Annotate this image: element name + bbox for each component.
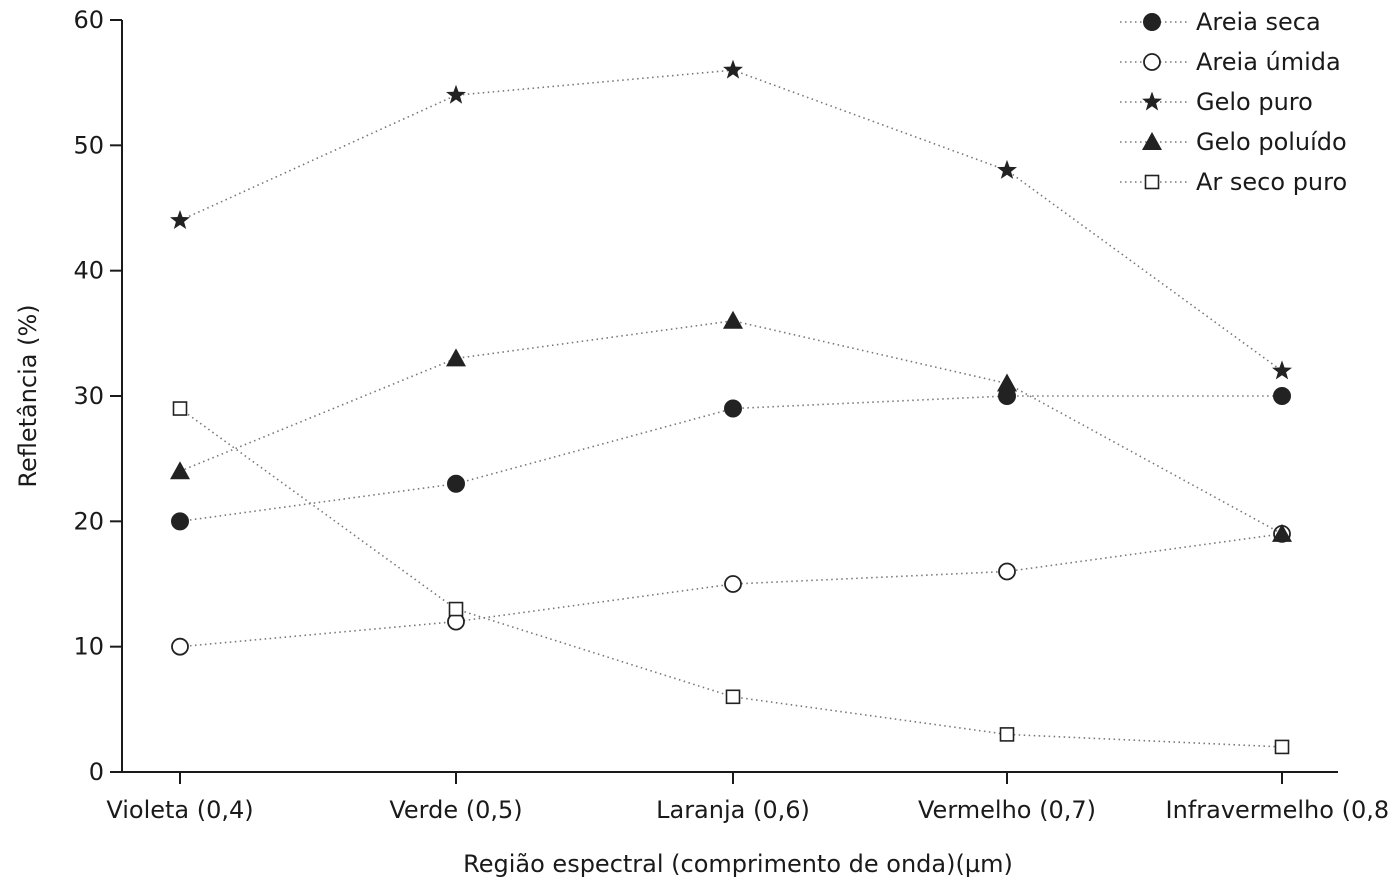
x-tick-label: Infravermelho (0,8) [1166, 796, 1390, 824]
legend-item: Ar seco puro [1120, 168, 1347, 196]
x-tick-label: Vermelho (0,7) [918, 796, 1096, 824]
series-line [179, 407, 1283, 748]
y-tick-label: 60 [73, 6, 104, 34]
data-point [171, 637, 189, 656]
axes [121, 20, 1338, 773]
series-Areia seca [171, 387, 1291, 531]
data-point [1272, 523, 1292, 542]
legend-item: Areia úmida [1120, 48, 1341, 76]
y-tick-label: 40 [73, 257, 104, 285]
data-point [724, 399, 742, 418]
y-axis-title: Refletância (%) [14, 304, 42, 487]
legend-label: Gelo puro [1196, 88, 1313, 116]
legend-item: Gelo puro [1120, 88, 1313, 116]
data-point [446, 348, 466, 367]
x-tick-label: Verde (0,5) [389, 796, 522, 824]
legend-marker [1143, 53, 1161, 71]
series-Gelo poluído [170, 310, 1292, 542]
data-point [723, 59, 743, 79]
data-point [170, 210, 190, 230]
y-tick-label: 20 [73, 507, 104, 535]
legend-label: Areia seca [1196, 8, 1321, 36]
data-point [171, 512, 189, 531]
legend-marker [1143, 13, 1161, 31]
x-tick-label: Violeta (0,4) [106, 796, 253, 824]
series-Ar seco puro [172, 401, 1290, 755]
legend: Areia seca Areia úmida Gelo puro Gelo poluí… [1120, 8, 1347, 196]
legend-item: Gelo poluído [1120, 128, 1347, 156]
data-point [725, 689, 741, 705]
data-point [997, 159, 1017, 179]
series-Areia úmida [171, 524, 1291, 656]
x-axis-title: Região espectral (comprimento de onda)(µ… [463, 850, 1013, 878]
legend-marker [1142, 132, 1162, 150]
y-tick-label: 50 [73, 131, 104, 159]
data-point [998, 562, 1016, 581]
legend-label: Gelo poluído [1196, 128, 1347, 156]
x-tick-label: Laranja (0,6) [656, 796, 810, 824]
y-tick-label: 30 [73, 382, 104, 410]
data-point [448, 601, 464, 617]
axis-lines [121, 20, 1338, 773]
y-axis-ticks: 0 10 20 30 40 50 60 [73, 6, 122, 786]
data-point [170, 461, 190, 480]
data-point [447, 474, 465, 493]
data-point [172, 401, 188, 416]
legend-item: Areia seca [1120, 8, 1321, 36]
y-tick-label: 10 [73, 633, 104, 661]
data-point [1274, 739, 1290, 755]
x-axis-ticks: Violeta (0,4) Verde (0,5) Laranja (0,6) Ver… [106, 772, 1390, 824]
data-point [446, 84, 466, 104]
legend-label: Areia úmida [1196, 48, 1341, 76]
legend-label: Ar seco puro [1196, 168, 1347, 196]
y-tick-label: 0 [89, 758, 104, 786]
legend-marker [1144, 174, 1160, 190]
data-point [1272, 360, 1292, 380]
data-point [724, 575, 742, 593]
data-point [723, 310, 743, 329]
data-point [997, 373, 1017, 392]
data-point [999, 727, 1015, 742]
data-point [1273, 387, 1291, 405]
plot-area [170, 59, 1292, 755]
legend-marker [1142, 91, 1162, 111]
series-Gelo puro [170, 59, 1292, 380]
series-line [179, 319, 1283, 535]
